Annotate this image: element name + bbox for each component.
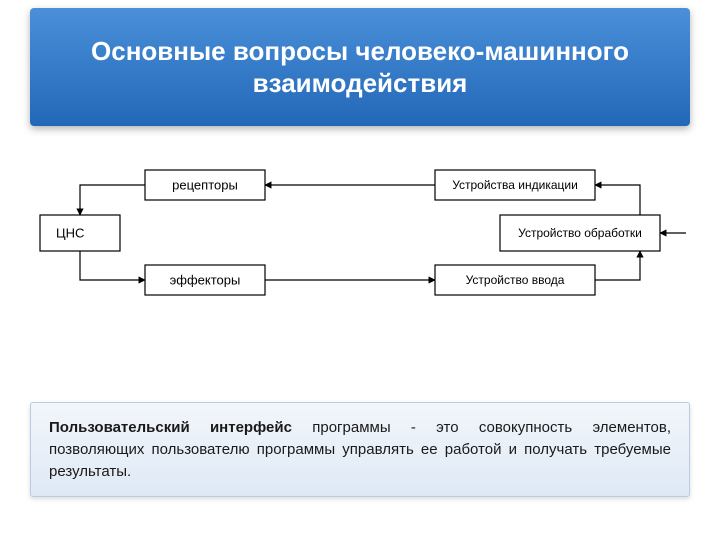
node-effectors: эффекторы <box>145 265 265 295</box>
node-label-effectors: эффекторы <box>170 272 241 287</box>
flowchart-diagram: ЦНС рецепторы эффекторы Устройства индикаци… <box>30 140 690 340</box>
edge-input-process <box>595 251 640 280</box>
edge-receptors-cns <box>80 185 145 215</box>
node-label-display: Устройства индикации <box>452 178 578 192</box>
edge-process-display <box>595 185 640 215</box>
page-title: Основные вопросы человеко-машинного взаи… <box>30 8 690 126</box>
edge-cns-effectors <box>80 251 145 280</box>
node-receptors: рецепторы <box>145 170 265 200</box>
node-label-receptors: рецепторы <box>172 177 238 192</box>
node-display: Устройства индикации <box>435 170 595 200</box>
node-input: Устройство ввода <box>435 265 595 295</box>
node-label-cns: ЦНС <box>56 225 84 240</box>
node-cns: ЦНС <box>40 215 120 251</box>
node-label-input: Устройство ввода <box>466 273 565 287</box>
definition-term: Пользовательский интерфейс <box>49 419 292 436</box>
node-process: Устройство обработки <box>500 215 660 251</box>
definition-panel: Пользовательский интерфейс программы - э… <box>30 402 690 497</box>
node-label-process: Устройство обработки <box>518 226 642 240</box>
